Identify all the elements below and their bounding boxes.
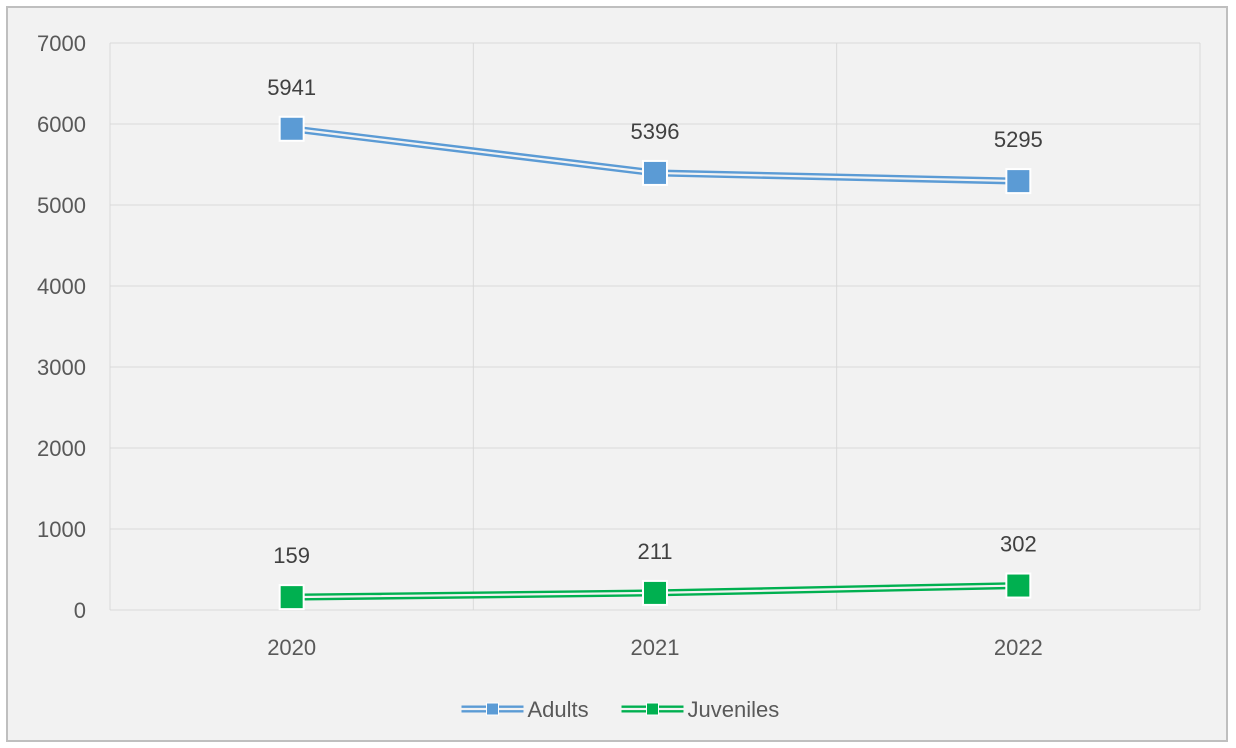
chart-frame: 0 1000 2000 3000 4000 5000 6000 7000 2020 2021 20…: [6, 6, 1228, 742]
data-point-marker: [278, 584, 305, 611]
data-label: 5941: [267, 75, 316, 100]
y-tick-label: 7000: [37, 31, 86, 56]
y-tick-label: 2000: [37, 436, 86, 461]
x-axis-ticks: 2020 2021 2022: [267, 635, 1043, 660]
legend-label: Juveniles: [688, 697, 780, 722]
legend-marker: [486, 702, 499, 716]
data-label: 211: [637, 539, 672, 564]
data-labels: 5941 5396 5295 159 211 302: [267, 75, 1043, 568]
y-tick-label: 0: [74, 598, 86, 623]
y-axis-ticks: 0 1000 2000 3000 4000 5000 6000 7000: [37, 31, 86, 623]
data-label: 5396: [631, 119, 680, 144]
x-tick-label: 2022: [994, 635, 1043, 660]
data-point-marker: [642, 159, 668, 186]
data-point-marker: [1005, 572, 1032, 599]
series-lines: [278, 115, 1032, 611]
legend-item-juveniles: Juveniles: [621, 697, 780, 722]
data-label: 159: [273, 543, 310, 568]
legend-label: Adults: [528, 697, 589, 722]
series-juveniles: [278, 572, 1032, 611]
data-label: 302: [1000, 532, 1037, 557]
y-tick-label: 1000: [37, 517, 86, 542]
y-tick-label: 5000: [37, 193, 86, 218]
x-tick-label: 2020: [267, 635, 316, 660]
data-point-marker: [1005, 168, 1032, 195]
series-adults: [278, 115, 1032, 195]
legend: Adults Juveniles: [461, 697, 780, 722]
data-label: 5295: [994, 127, 1043, 152]
y-tick-label: 4000: [37, 274, 86, 299]
legend-item-adults: Adults: [461, 697, 589, 722]
y-tick-label: 6000: [37, 112, 86, 137]
x-tick-label: 2021: [631, 635, 680, 660]
y-tick-label: 3000: [37, 355, 86, 380]
data-point-marker: [278, 115, 305, 142]
legend-marker: [646, 702, 659, 716]
data-point-marker: [642, 579, 668, 606]
